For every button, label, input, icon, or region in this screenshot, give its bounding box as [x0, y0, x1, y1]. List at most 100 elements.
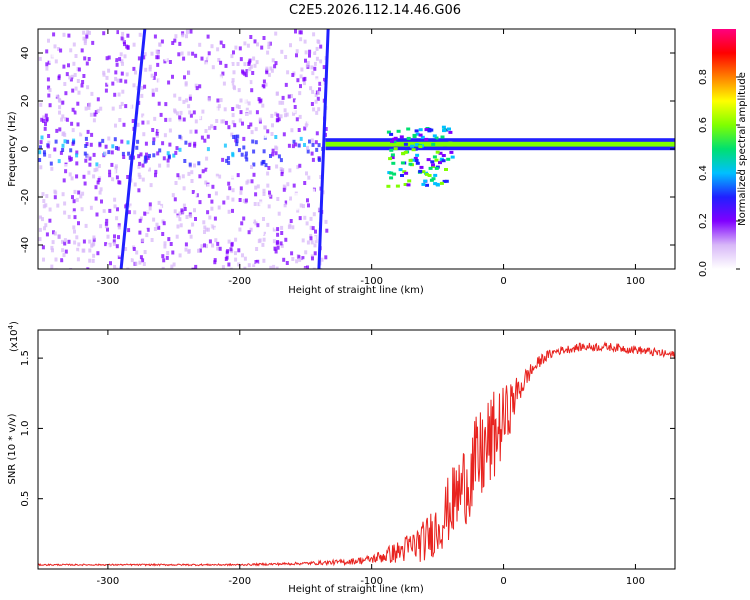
spectrogram-cell: [113, 29, 117, 34]
spectrogram-cell: [148, 67, 152, 72]
spectrogram-cell: [80, 207, 84, 212]
spectrogram-cell: [223, 143, 227, 148]
x-tick-label: 100: [626, 576, 645, 587]
spectrogram-cell: [205, 227, 209, 232]
spectrogram-cell: [403, 142, 408, 146]
spectrogram-cell: [84, 144, 88, 148]
spectrogram-cell: [219, 164, 223, 169]
spectrogram-cell: [53, 189, 57, 194]
spectrogram-cell: [271, 152, 275, 157]
spectrogram-cell: [285, 120, 288, 125]
spectrogram-cell: [108, 181, 112, 185]
spectrogram-cell: [295, 206, 299, 211]
spectrogram-cell: [103, 151, 107, 156]
spectrogram-cell: [414, 143, 419, 147]
spectrogram-cell: [282, 132, 286, 137]
spectrogram-cell: [300, 185, 304, 189]
spectrogram-cell: [100, 199, 103, 204]
spectrogram-cell: [219, 74, 223, 79]
spectrogram-cell: [129, 104, 133, 109]
snr-y-ticks: 0.5 1.0 1.5: [20, 350, 675, 507]
spectrogram-cell: [139, 152, 143, 157]
spectrogram-cell: [435, 150, 440, 154]
spectrogram-cell: [98, 190, 102, 195]
spectrogram-cell: [105, 218, 109, 223]
spectrogram-cell: [143, 84, 147, 89]
spectrogram-cell: [64, 42, 68, 47]
spectrogram-cell: [287, 94, 291, 99]
spectrogram-cell: [250, 88, 254, 93]
spectrogram-cell: [312, 188, 316, 193]
spectrogram-cell: [57, 97, 61, 102]
spectrogram-cell: [47, 134, 51, 138]
spectrogram-cell: [254, 192, 258, 197]
spectrogram-cell: [118, 118, 122, 122]
spectrogram-cell: [232, 50, 235, 55]
spectrogram-cell: [53, 231, 57, 236]
x-tick-label: -200: [228, 576, 251, 587]
spectrogram-cell: [396, 129, 401, 133]
spectrogram-cell: [70, 176, 74, 181]
spectrogram-cell: [62, 253, 66, 258]
spectrogram-cell: [431, 163, 435, 167]
snr-multiplier-close: ): [9, 321, 20, 325]
spectrogram-cell: [51, 53, 55, 58]
spectrogram-cell: [99, 106, 103, 111]
spectrogram-cell: [206, 183, 210, 188]
spectrogram-cell: [267, 72, 271, 77]
spectrogram-cell: [231, 197, 235, 202]
spectrogram-cell: [202, 220, 206, 225]
spectrogram-cell: [120, 71, 124, 76]
spectrogram-cell: [152, 137, 156, 142]
spectrogram-cell: [310, 240, 314, 245]
spectrogram-cell: [438, 151, 443, 155]
spectrogram-cell: [64, 249, 68, 254]
spectrogram-cell: [39, 165, 43, 170]
spectrogram-cell: [392, 172, 397, 176]
spectrogram-cell: [316, 96, 320, 101]
spectrogram-cell: [142, 115, 146, 120]
spectrogram-cell: [299, 84, 302, 89]
spectrogram-cell: [442, 129, 446, 133]
spectrogram-cell: [217, 104, 221, 109]
spectrogram-cell: [69, 230, 73, 235]
spectrogram-cell: [58, 127, 62, 132]
spectrogram-cell: [319, 59, 323, 64]
spectrogram-cell: [47, 107, 51, 112]
spectrogram-cell: [204, 129, 208, 133]
spectrogram-cell: [299, 30, 303, 35]
spectrogram-cell: [148, 202, 152, 207]
spectrogram-cell: [184, 140, 188, 145]
spectrogram-cell: [265, 36, 269, 41]
spectrogram-cell: [67, 239, 71, 244]
spectrogram-cell: [105, 82, 109, 87]
y-tick-label: 0: [20, 146, 31, 152]
spectrogram-cell: [75, 239, 79, 244]
spectrogram-cell: [302, 190, 306, 195]
spectrogram-cell: [232, 103, 236, 108]
spectrogram-cell: [290, 94, 293, 98]
spectrogram-cell: [121, 151, 125, 156]
spectrogram-cell: [322, 80, 326, 85]
spectrogram-cell: [176, 224, 180, 229]
spectrogram-cell: [231, 174, 234, 179]
spectrogram-cell: [289, 196, 292, 201]
spectrogram-cell: [273, 246, 277, 251]
spectrogram-cell: [42, 199, 46, 203]
spectrogram-cell: [86, 267, 90, 269]
spectrogram-cell: [115, 175, 119, 180]
spectrogram-cell: [262, 84, 266, 89]
spectrogram-cell: [313, 66, 317, 71]
spectrogram-cell: [274, 31, 278, 36]
spectrogram-cell: [112, 215, 116, 219]
spectrogram-cell: [398, 168, 403, 172]
spectrogram-cell: [54, 59, 58, 64]
spectrogram-cell: [206, 210, 210, 215]
spectrogram-cell: [309, 233, 313, 238]
spectrogram-cell: [246, 179, 250, 184]
spectrogram-cell: [285, 112, 289, 117]
spectrogram-cell: [152, 75, 156, 80]
spectrogram-cell: [143, 211, 147, 216]
spectrogram-cell: [410, 158, 415, 162]
spectrogram-cell: [318, 87, 321, 92]
